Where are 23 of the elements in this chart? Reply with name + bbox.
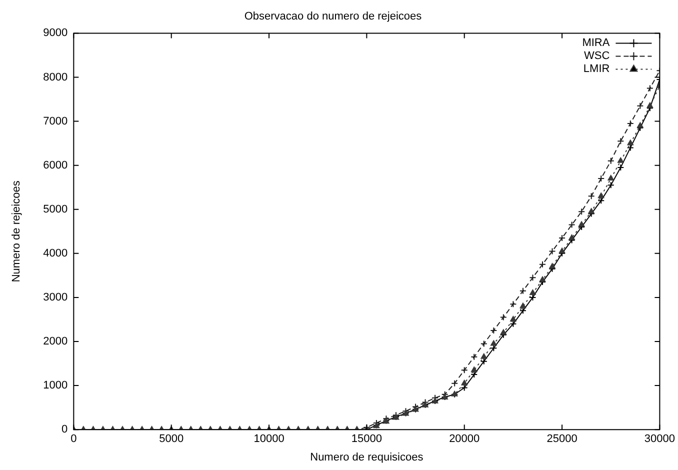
y-tick-label: 8000: [43, 71, 68, 84]
x-tick-label: 15000: [351, 433, 382, 446]
legend-label: MIRA: [582, 37, 610, 50]
legend-label: LMIR: [583, 63, 610, 76]
x-tick-label: 5000: [159, 433, 184, 446]
y-tick-label: 4000: [43, 247, 68, 260]
x-tick-label: 10000: [254, 433, 284, 446]
y-tick-label: 2000: [43, 336, 68, 348]
y-axis-title: Numero de rejeicoes: [10, 180, 23, 282]
y-tick-label: 1000: [43, 380, 68, 392]
y-tick-label: 6000: [43, 159, 68, 172]
y-tick-label: 0: [62, 424, 68, 436]
chart-title: Observacao do numero de rejeicoes: [244, 10, 422, 23]
x-tick-label: 25000: [546, 433, 578, 446]
x-tick-label: 0: [70, 433, 77, 446]
x-axis-title: Numero de requisicoes: [310, 451, 424, 464]
x-tick-label: 20000: [449, 433, 480, 446]
x-tick-label: 30000: [644, 433, 676, 446]
y-tick-label: 7000: [43, 115, 68, 128]
legend-label: WSC: [584, 50, 610, 62]
y-tick-label: 9000: [43, 27, 68, 40]
y-tick-label: 3000: [43, 292, 68, 304]
y-tick-label: 5000: [43, 203, 68, 216]
